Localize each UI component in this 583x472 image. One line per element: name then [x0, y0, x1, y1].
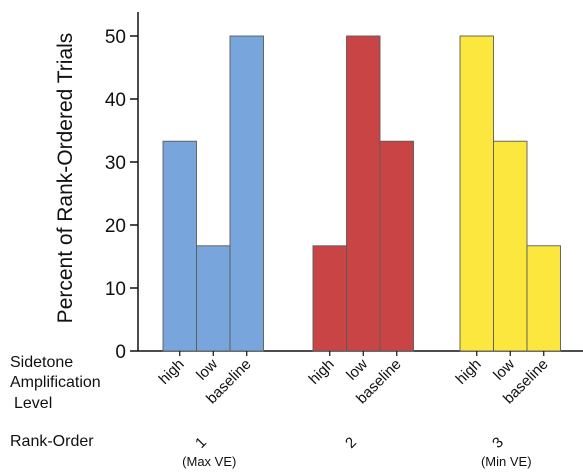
bar-rank3-baseline — [526, 245, 561, 352]
y-axis-label: Percent of Rank-Ordered Trials — [54, 33, 77, 324]
bar-rank2-baseline — [379, 140, 414, 352]
category-label: high — [156, 356, 188, 388]
rank-order-row-label: Rank-Order — [10, 433, 94, 450]
rank-number: 3 — [489, 434, 507, 452]
sidetone-row-label: Sidetone Amplification Level — [10, 354, 101, 412]
bar-rank1-baseline — [229, 35, 264, 352]
category-label: high — [306, 356, 338, 388]
sidetone-label-line-1: Sidetone — [10, 354, 73, 371]
rank-number: 2 — [342, 434, 360, 452]
y-tick-label: 40 — [105, 90, 126, 111]
y-tick-label: 20 — [105, 216, 126, 237]
y-tick-label: 0 — [115, 342, 126, 363]
rank-number: 1 — [192, 434, 210, 452]
sidetone-label-line-2: Amplification — [10, 374, 101, 391]
category-label: low — [193, 356, 221, 384]
bar-rank1-high — [162, 140, 197, 352]
bars — [162, 35, 561, 352]
category-label: low — [490, 356, 518, 384]
bar-rank2-high — [312, 245, 347, 352]
rank-sublabel: (Max VE) — [182, 454, 236, 469]
bar-rank2-low — [346, 35, 381, 352]
rank-sublabel: (Min VE) — [481, 454, 532, 469]
group-labels: 1 (Max VE) 2 3 (Min VE) — [182, 434, 531, 469]
bar-rank3-low — [493, 140, 528, 352]
bar-rank3-high — [459, 35, 494, 352]
y-tick-label: 50 — [105, 27, 126, 48]
category-label: low — [343, 356, 371, 384]
bar-rank1-low — [196, 245, 231, 352]
category-label: high — [453, 356, 485, 388]
sidetone-label-line-3: Level — [14, 395, 52, 412]
y-tick-label: 10 — [105, 279, 126, 300]
y-tick-label: 30 — [105, 153, 126, 174]
y-ticks: 0 10 20 30 40 50 — [105, 27, 138, 363]
